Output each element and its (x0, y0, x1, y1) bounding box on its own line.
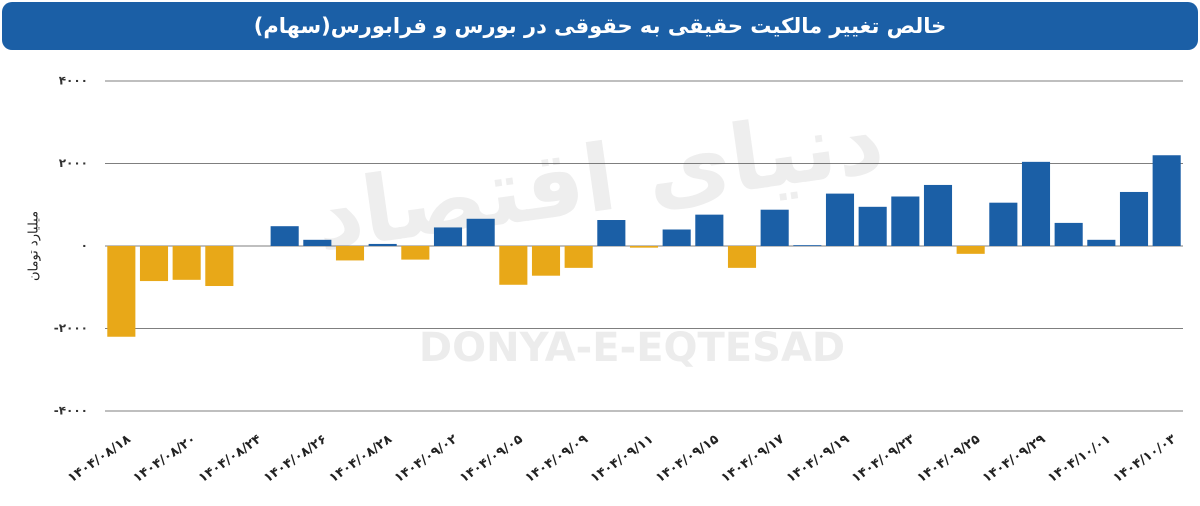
bar (466, 218, 495, 246)
bar (662, 229, 691, 246)
y-tick-label: -۲۰۰۰ (54, 321, 88, 335)
bar (499, 246, 528, 285)
bar (597, 220, 626, 246)
bar (270, 226, 299, 246)
bar (1087, 239, 1116, 246)
bar (629, 246, 659, 248)
bar (923, 184, 953, 246)
bar (564, 246, 593, 268)
bar (107, 246, 136, 337)
x-tick-label: ۱۴۰۴/۱۰/۰۳ (1111, 432, 1179, 486)
bar (956, 246, 985, 254)
bar (989, 202, 1018, 246)
x-tick-label: ۱۴۰۴/۰۹/۲۳ (849, 432, 917, 486)
x-tick-label: ۱۴۰۴/۰۹/۱۷ (719, 432, 787, 486)
bar (433, 227, 463, 246)
x-tick-label: ۱۴۰۴/۰۹/۰۲ (392, 432, 460, 486)
bar (825, 193, 855, 246)
x-tick-label: ۱۴۰۴/۰۸/۱۸ (65, 432, 133, 486)
bar (695, 214, 724, 246)
x-tick-label: ۱۴۰۴/۰۹/۱۹ (784, 432, 852, 486)
x-tick-label: ۱۴۰۴/۰۹/۲۵ (915, 432, 983, 486)
y-tick-label: -۴۰۰۰ (54, 404, 88, 418)
x-tick-label: ۱۴۰۴/۰۹/۲۹ (980, 432, 1048, 486)
bar (858, 206, 887, 246)
watermark: DONYA-E-EQTESAD (419, 325, 845, 371)
bar (335, 246, 365, 261)
x-tick-label: ۱۴۰۴/۰۸/۲۰ (131, 432, 199, 486)
chart-title: خالص تغییر مالکیت حقیقی به حقوقی در بورس… (254, 14, 946, 38)
x-tick-label: ۱۴۰۴/۰۸/۲۸ (327, 432, 395, 486)
bar (1119, 191, 1149, 246)
bar (1021, 161, 1051, 246)
x-tick-label: ۱۴۰۴/۰۹/۱۱ (588, 432, 656, 486)
bar (793, 245, 822, 246)
x-tick-label: ۱۴۰۴/۰۹/۰۹ (523, 432, 591, 486)
y-tick-label: ۰ (81, 239, 88, 253)
bar (727, 246, 757, 268)
x-tick-label: ۱۴۰۴/۱۰/۰۱ (1045, 432, 1113, 486)
bar (368, 243, 397, 246)
bar (205, 246, 234, 287)
bar (303, 239, 332, 246)
bar (172, 246, 201, 280)
bar (531, 246, 561, 276)
x-tick-label: ۱۴۰۴/۰۸/۲۴ (196, 432, 264, 486)
bar (401, 246, 430, 260)
bar (891, 196, 920, 246)
bar (760, 209, 789, 246)
x-tick-label: ۱۴۰۴/۰۹/۰۵ (457, 432, 525, 486)
bar (1152, 155, 1181, 246)
y-axis-label: میلیارد تومان (27, 211, 42, 281)
title-bar (2, 2, 1198, 50)
x-tick-label: ۱۴۰۴/۰۹/۱۵ (653, 432, 721, 486)
bar (139, 246, 169, 282)
x-tick-label: ۱۴۰۴/۰۸/۲۶ (261, 432, 329, 486)
bar (1054, 222, 1083, 246)
y-tick-label: ۴۰۰۰ (59, 74, 88, 88)
y-tick-label: ۲۰۰۰ (59, 156, 88, 170)
